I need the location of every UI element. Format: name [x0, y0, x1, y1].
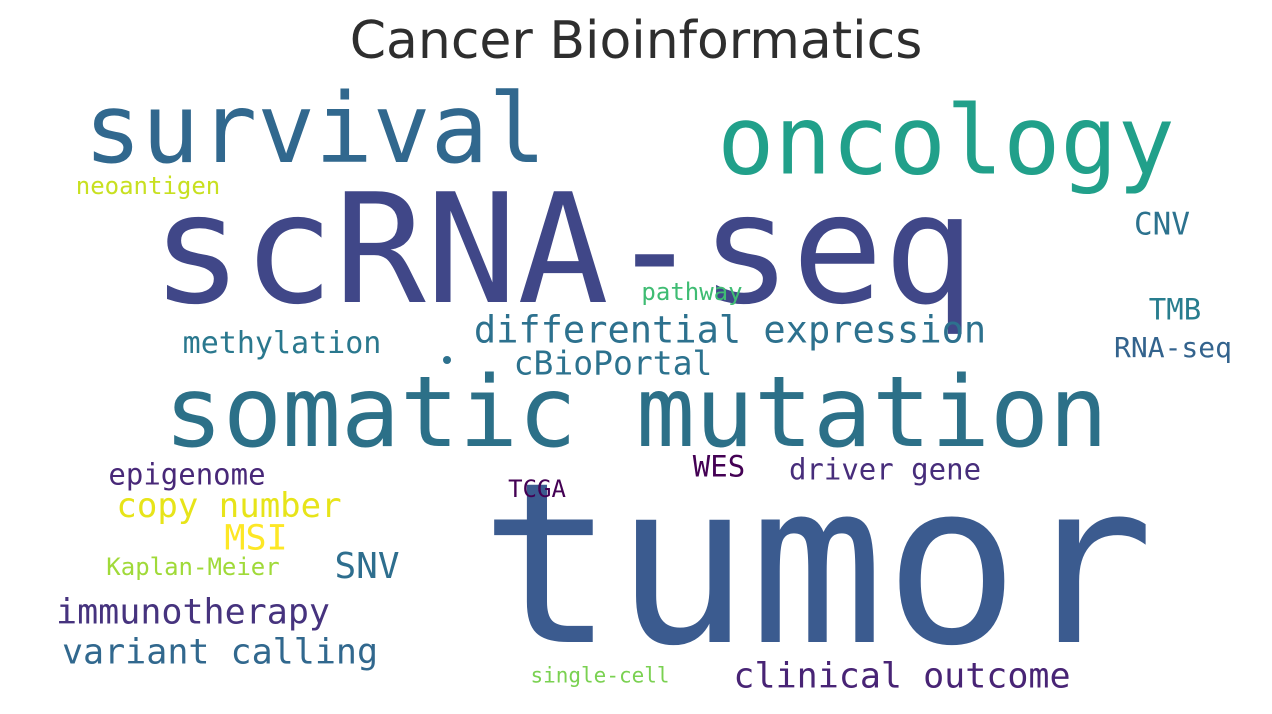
- word-neoantigen: neoantigen: [75, 172, 221, 200]
- word-clinical-outcome: clinical outcome: [733, 656, 1071, 697]
- word-rna-seq: RNA-seq: [1113, 331, 1233, 364]
- word-snv: SNV: [334, 546, 400, 587]
- word-tcga: TCGA: [508, 475, 566, 503]
- word-pathway: pathway: [641, 278, 743, 306]
- word-survival: survival: [83, 73, 547, 185]
- stray-dot: [443, 356, 451, 364]
- word-immunotherapy: immunotherapy: [56, 592, 330, 633]
- word-driver-gene: driver gene: [788, 452, 982, 487]
- word-differential-expression: differential expression: [473, 308, 987, 352]
- word-kaplan-meier: Kaplan-Meier: [106, 553, 280, 581]
- word-cnv: CNV: [1134, 206, 1190, 243]
- word-somatic-mutation: somatic mutation: [163, 356, 1109, 470]
- chart-title: Cancer Bioinformatics: [349, 11, 923, 71]
- word-tmb: TMB: [1148, 292, 1202, 327]
- word-cbioportal: cBioPortal: [513, 343, 713, 383]
- word-oncology: oncology: [717, 86, 1175, 197]
- word-variant-calling: variant calling: [61, 632, 379, 673]
- word-tumor: tumor: [479, 434, 1155, 695]
- word-epigenome: epigenome: [108, 457, 266, 492]
- word-scrna-seq: scRNA-seq: [151, 161, 975, 338]
- word-msi: MSI: [224, 518, 288, 559]
- word-copy-number: copy number: [116, 486, 342, 526]
- word-single-cell: single-cell: [530, 663, 670, 688]
- word-wes: WES: [692, 449, 746, 484]
- word-methylation: methylation: [182, 326, 382, 361]
